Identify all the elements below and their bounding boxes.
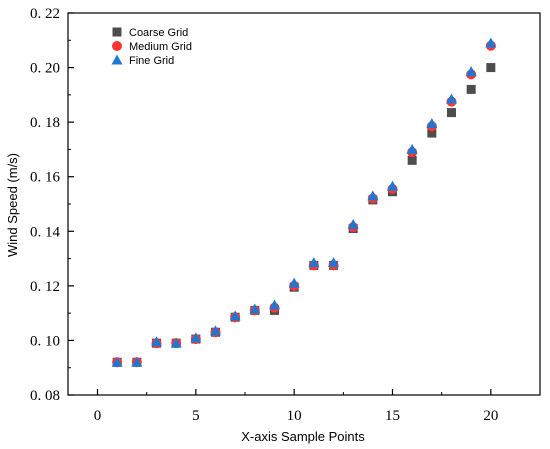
- fine-grid-point: [288, 277, 300, 288]
- y-tick-label: 0. 10: [30, 333, 60, 349]
- x-axis-ticks: 0 5 10 15 20: [94, 389, 498, 424]
- fine-grid-point: [426, 118, 438, 129]
- coarse-grid-point: [427, 128, 437, 138]
- y-tick-label: 0. 12: [30, 279, 60, 295]
- series-fine-grid: [111, 37, 497, 367]
- coarse-grid-point: [407, 155, 417, 165]
- fine-grid-point: [111, 356, 123, 367]
- x-tick-label: 20: [483, 408, 498, 424]
- coarse-grid-point: [486, 63, 496, 73]
- fine-grid-point: [328, 257, 339, 268]
- fine-grid-point: [151, 336, 162, 347]
- y-tick-label: 0. 18: [30, 115, 60, 131]
- y-axis-title: Wind Speed (m/s): [5, 153, 20, 257]
- legend-label-coarse-grid: Coarse Grid: [129, 27, 188, 39]
- x-axis-title: X-axis Sample Points: [241, 429, 365, 444]
- fine-grid-point: [190, 332, 202, 343]
- y-tick-label: 0. 22: [30, 6, 60, 22]
- fine-grid-point: [229, 310, 241, 321]
- x-tick-label: 0: [94, 408, 102, 424]
- legend: Coarse Grid Medium Grid Fine Grid: [111, 27, 192, 67]
- data-points: [111, 37, 497, 368]
- y-axis-ticks: 0. 08 0. 10 0. 12 0. 14 0. 16 0. 18 0. 20 0. 22: [30, 6, 74, 404]
- fine-grid-point: [367, 190, 379, 201]
- y-tick-label: 0. 16: [30, 170, 61, 186]
- legend-label-fine-grid: Fine Grid: [129, 55, 174, 67]
- fine-grid-point: [210, 325, 221, 336]
- coarse-grid-point: [447, 108, 456, 118]
- legend-item-coarse-grid: Coarse Grid: [112, 27, 188, 39]
- fine-grid-point: [465, 66, 477, 77]
- fine-grid-point: [406, 143, 418, 154]
- fine-grid-point: [485, 37, 497, 48]
- fine-grid-point: [131, 356, 143, 367]
- legend-marker-coarse-grid: [112, 27, 122, 37]
- legend-label-medium-grid: Medium Grid: [129, 41, 192, 53]
- y-tick-label: 0. 20: [30, 61, 60, 77]
- x-tick-label: 10: [287, 408, 302, 424]
- legend-item-fine-grid: Fine Grid: [111, 54, 174, 67]
- legend-item-medium-grid: Medium Grid: [112, 41, 192, 53]
- series-medium-grid: [112, 40, 496, 368]
- fine-grid-point: [446, 93, 457, 104]
- coarse-grid-point: [466, 84, 476, 94]
- x-tick-label: 5: [192, 408, 200, 424]
- fine-grid-point: [269, 299, 280, 310]
- fine-grid-point: [347, 218, 359, 229]
- fine-grid-point: [170, 337, 182, 348]
- series-coarse-grid: [112, 63, 496, 367]
- legend-marker-medium-grid: [112, 41, 122, 51]
- y-tick-label: 0. 08: [30, 388, 60, 404]
- legend-marker-fine-grid: [111, 54, 123, 65]
- fine-grid-point: [249, 303, 261, 314]
- x-tick-label: 15: [385, 408, 400, 424]
- y-tick-label: 0. 14: [30, 224, 61, 240]
- fine-grid-point: [387, 180, 398, 191]
- fine-grid-point: [308, 257, 320, 268]
